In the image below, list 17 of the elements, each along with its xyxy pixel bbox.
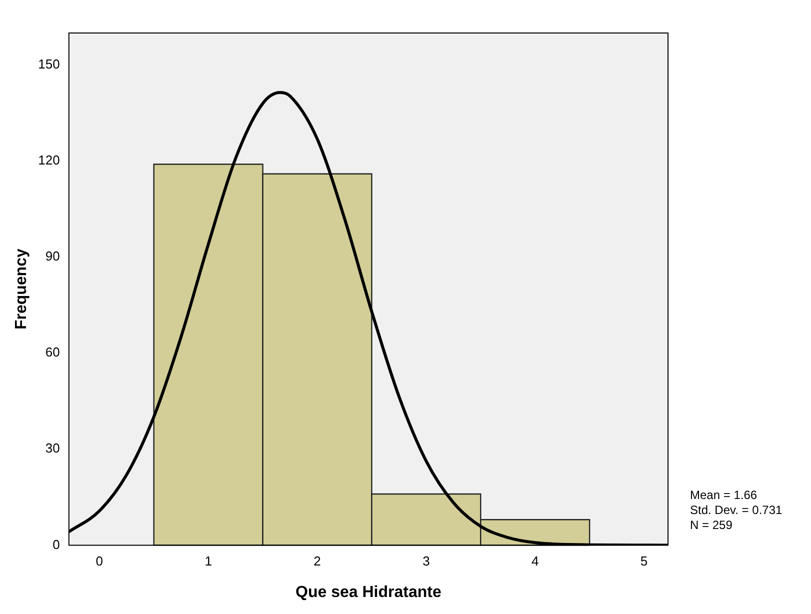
y-tick-label: 120 — [38, 152, 60, 168]
x-tick-label: 1 — [204, 554, 212, 569]
y-tick-label: 60 — [45, 344, 60, 360]
y-tick-label: 90 — [45, 248, 60, 264]
y-tick-label: 0 — [52, 536, 60, 552]
x-tick-label: 4 — [531, 554, 539, 569]
y-tick-label: 150 — [38, 56, 60, 72]
x-tick-label: 0 — [96, 554, 104, 569]
x-tick-label: 2 — [314, 554, 321, 569]
x-tick-label: 3 — [422, 554, 430, 569]
y-tick-label: 30 — [45, 440, 60, 456]
text: N = 259 — [690, 518, 734, 533]
y-axis-title: Frequency — [13, 248, 30, 330]
x-axis-title: Que sea Hidratante — [296, 584, 442, 601]
text: Std. Dev. = 0.731 — [690, 503, 782, 518]
x-tick-label: 5 — [640, 554, 648, 569]
text: Mean = 1.66 — [690, 488, 758, 503]
